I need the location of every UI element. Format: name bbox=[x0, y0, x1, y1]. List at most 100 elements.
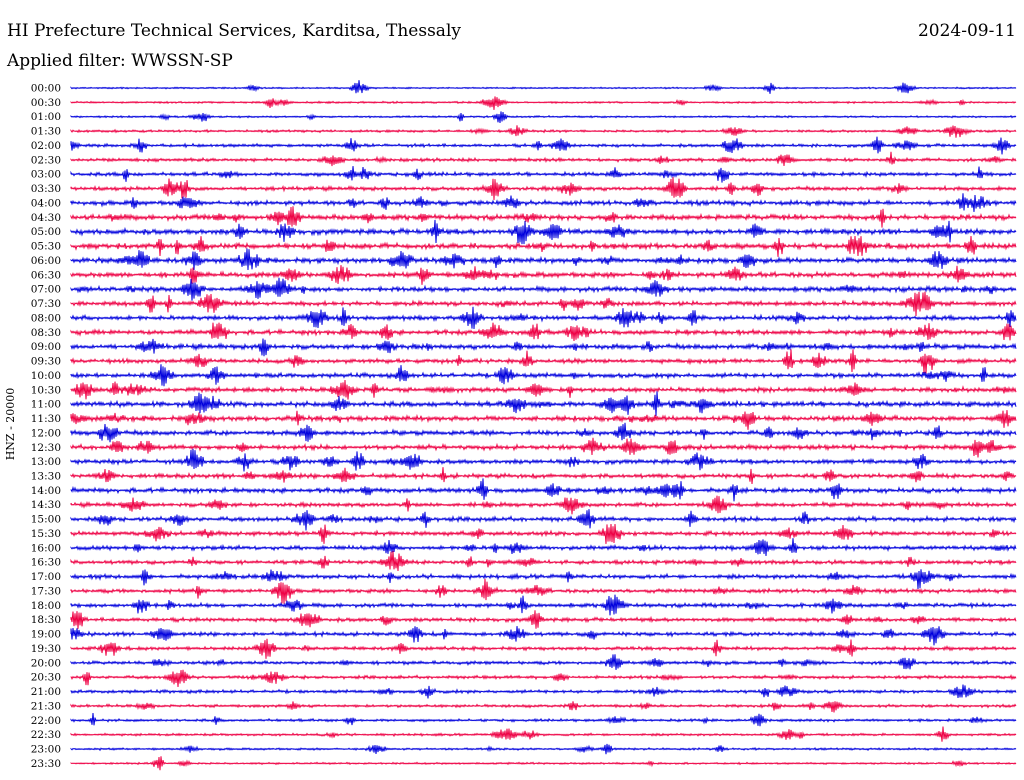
trace-0930 bbox=[70, 349, 1017, 374]
row-label: 02:30 bbox=[31, 154, 61, 166]
row-label: 14:30 bbox=[31, 499, 61, 511]
row-label: 00:00 bbox=[31, 83, 61, 95]
trace-0800 bbox=[70, 306, 1017, 330]
row-label: 15:00 bbox=[31, 514, 61, 526]
trace-1400 bbox=[70, 478, 1017, 502]
trace-0500 bbox=[70, 219, 1017, 245]
trace-1200 bbox=[70, 422, 1017, 443]
trace-0130 bbox=[70, 125, 1017, 138]
trace-0600 bbox=[70, 248, 1017, 271]
row-label: 23:30 bbox=[31, 758, 61, 770]
trace-1230 bbox=[70, 437, 1017, 458]
row-label: 15:30 bbox=[31, 528, 61, 540]
trace-2230 bbox=[70, 726, 1017, 742]
row-label: 05:00 bbox=[31, 226, 61, 238]
row-label: 01:30 bbox=[31, 126, 61, 138]
trace-2100 bbox=[70, 684, 1017, 699]
date-label: 2024-09-11 bbox=[918, 21, 1016, 41]
trace-1100 bbox=[70, 391, 1017, 417]
trace-0030 bbox=[70, 96, 1017, 110]
trace-1300 bbox=[70, 448, 1017, 472]
row-label: 16:30 bbox=[31, 557, 61, 569]
trace-1030 bbox=[70, 379, 1017, 400]
row-label: 07:00 bbox=[31, 284, 61, 296]
trace-0700 bbox=[70, 277, 1017, 301]
trace-1730 bbox=[70, 578, 1017, 604]
row-label: 20:00 bbox=[31, 657, 61, 669]
row-label: 00:30 bbox=[31, 97, 61, 109]
row-label: 08:00 bbox=[31, 312, 61, 324]
trace-0330 bbox=[70, 177, 1017, 201]
trace-0400 bbox=[70, 193, 1017, 212]
row-label: 12:30 bbox=[31, 442, 61, 454]
trace-2030 bbox=[70, 669, 1017, 688]
trace-0230 bbox=[70, 151, 1017, 167]
trace-1600 bbox=[70, 538, 1017, 557]
row-label: 22:30 bbox=[31, 729, 61, 741]
trace-0730 bbox=[70, 291, 1017, 317]
trace-1900 bbox=[70, 626, 1017, 646]
row-time-labels: 00:00 00:30 01:00 01:30 02:00 02:30 03:00 03:30… bbox=[31, 83, 61, 770]
trace-0530 bbox=[70, 235, 1017, 257]
filter-label: Applied filter: WWSSN-SP bbox=[6, 51, 233, 71]
trace-1130 bbox=[70, 410, 1017, 430]
row-label: 23:00 bbox=[31, 744, 61, 756]
row-label: 11:30 bbox=[31, 413, 61, 425]
row-label: 21:30 bbox=[31, 700, 61, 712]
trace-1930 bbox=[70, 638, 1017, 659]
row-label: 04:00 bbox=[31, 197, 61, 209]
trace-1000 bbox=[70, 364, 1017, 387]
trace-0000 bbox=[70, 80, 1017, 94]
row-label: 16:00 bbox=[31, 542, 61, 554]
row-label: 20:30 bbox=[31, 672, 61, 684]
row-label: 17:30 bbox=[31, 585, 61, 597]
row-label: 03:00 bbox=[31, 169, 61, 181]
trace-0900 bbox=[70, 338, 1017, 357]
row-label: 06:30 bbox=[31, 269, 61, 281]
row-label: 09:30 bbox=[31, 356, 61, 368]
station-title: HI Prefecture Technical Services, Kardit… bbox=[7, 21, 461, 41]
trace-1630 bbox=[70, 550, 1017, 572]
trace-1330 bbox=[70, 467, 1017, 485]
trace-0830 bbox=[70, 322, 1017, 342]
row-label: 06:00 bbox=[31, 255, 61, 267]
row-label: 05:30 bbox=[31, 241, 61, 253]
row-label: 11:00 bbox=[31, 399, 61, 411]
trace-1800 bbox=[70, 594, 1017, 616]
row-label: 04:30 bbox=[31, 212, 61, 224]
row-label: 08:30 bbox=[31, 327, 61, 339]
trace-1830 bbox=[70, 610, 1017, 629]
trace-2000 bbox=[70, 654, 1017, 670]
trace-2300 bbox=[70, 743, 1017, 755]
trace-0300 bbox=[70, 166, 1017, 183]
trace-0630 bbox=[70, 265, 1017, 285]
trace-0430 bbox=[70, 206, 1017, 228]
row-label: 18:00 bbox=[31, 600, 61, 612]
trace-2330 bbox=[70, 756, 1017, 771]
row-label: 21:00 bbox=[31, 686, 61, 698]
row-label: 02:00 bbox=[31, 140, 61, 152]
row-label: 10:00 bbox=[31, 370, 61, 382]
row-label: 22:00 bbox=[31, 715, 61, 727]
y-axis-label: HNZ - 20000 bbox=[4, 388, 17, 461]
trace-1530 bbox=[70, 523, 1017, 544]
row-label: 19:00 bbox=[31, 629, 61, 641]
trace-0200 bbox=[70, 136, 1017, 155]
row-label: 09:00 bbox=[31, 341, 61, 353]
row-label: 07:30 bbox=[31, 298, 61, 310]
seismic-traces bbox=[70, 80, 1017, 771]
row-label: 10:30 bbox=[31, 384, 61, 396]
row-label: 14:00 bbox=[31, 485, 61, 497]
row-label: 12:00 bbox=[31, 427, 61, 439]
trace-0100 bbox=[70, 111, 1017, 124]
row-label: 03:30 bbox=[31, 183, 61, 195]
trace-1430 bbox=[70, 495, 1017, 515]
row-label: 01:00 bbox=[31, 111, 61, 123]
row-label: 13:00 bbox=[31, 456, 61, 468]
trace-1700 bbox=[70, 569, 1017, 590]
row-label: 13:30 bbox=[31, 470, 61, 482]
trace-2130 bbox=[70, 701, 1017, 713]
trace-2200 bbox=[70, 713, 1017, 727]
row-label: 19:30 bbox=[31, 643, 61, 655]
